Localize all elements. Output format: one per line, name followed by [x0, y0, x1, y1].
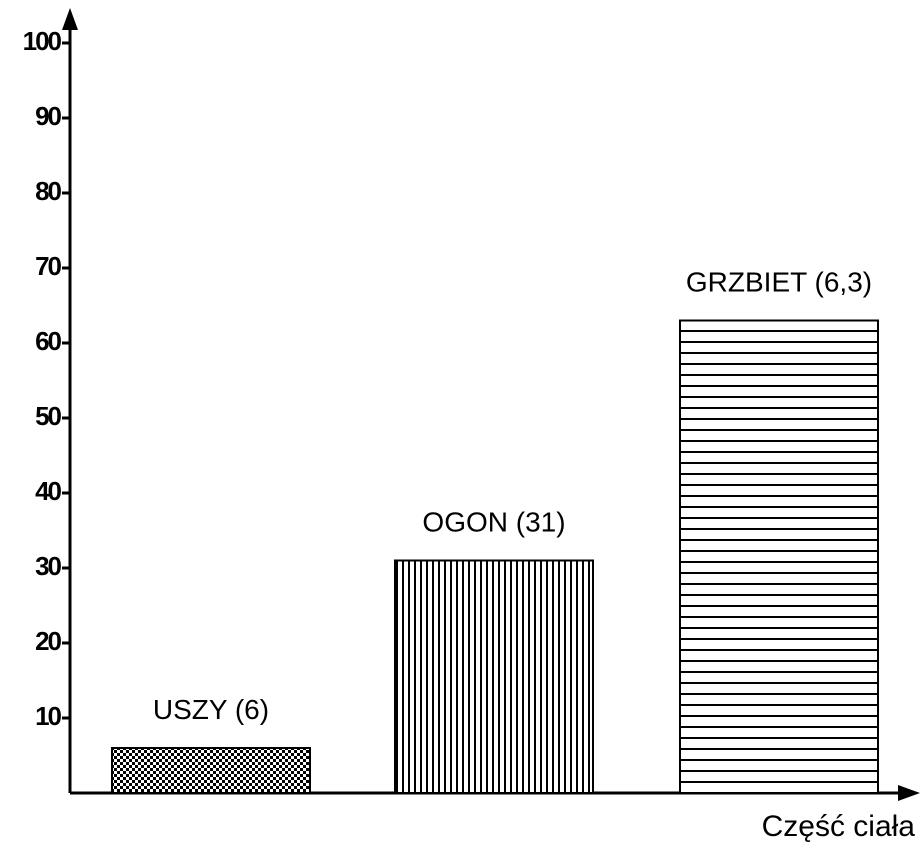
- bar-label: OGON (31): [422, 507, 565, 538]
- y-tick-label: 50: [35, 401, 61, 431]
- y-tick-label: 70: [35, 251, 61, 281]
- value-label: (6,3): [815, 267, 873, 298]
- category-label: GRZBIET: [686, 267, 807, 298]
- bar: [394, 559, 594, 794]
- y-tick-label: 20: [35, 626, 61, 656]
- category-label: USZY: [153, 694, 228, 725]
- y-tick-label: 80: [35, 176, 61, 206]
- y-tick-label: 30: [35, 551, 61, 581]
- bar-label: GRZBIET (6,3): [686, 267, 872, 298]
- category-label: OGON: [422, 507, 508, 538]
- y-tick-label: 90: [35, 101, 61, 131]
- y-tick-label: 60: [35, 326, 61, 356]
- y-axis-arrow: [62, 8, 78, 30]
- bar: [679, 319, 879, 794]
- y-tick-label: 10: [35, 701, 61, 731]
- y-tick-label: 100: [23, 26, 62, 56]
- value-label: (6): [235, 694, 269, 725]
- x-axis-arrow: [898, 785, 920, 801]
- x-axis-label: Część ciała: [762, 810, 916, 843]
- y-tick-label: 40: [35, 476, 61, 506]
- bar-label: USZY (6): [153, 694, 269, 725]
- value-label: (31): [516, 507, 566, 538]
- bar: [111, 747, 311, 794]
